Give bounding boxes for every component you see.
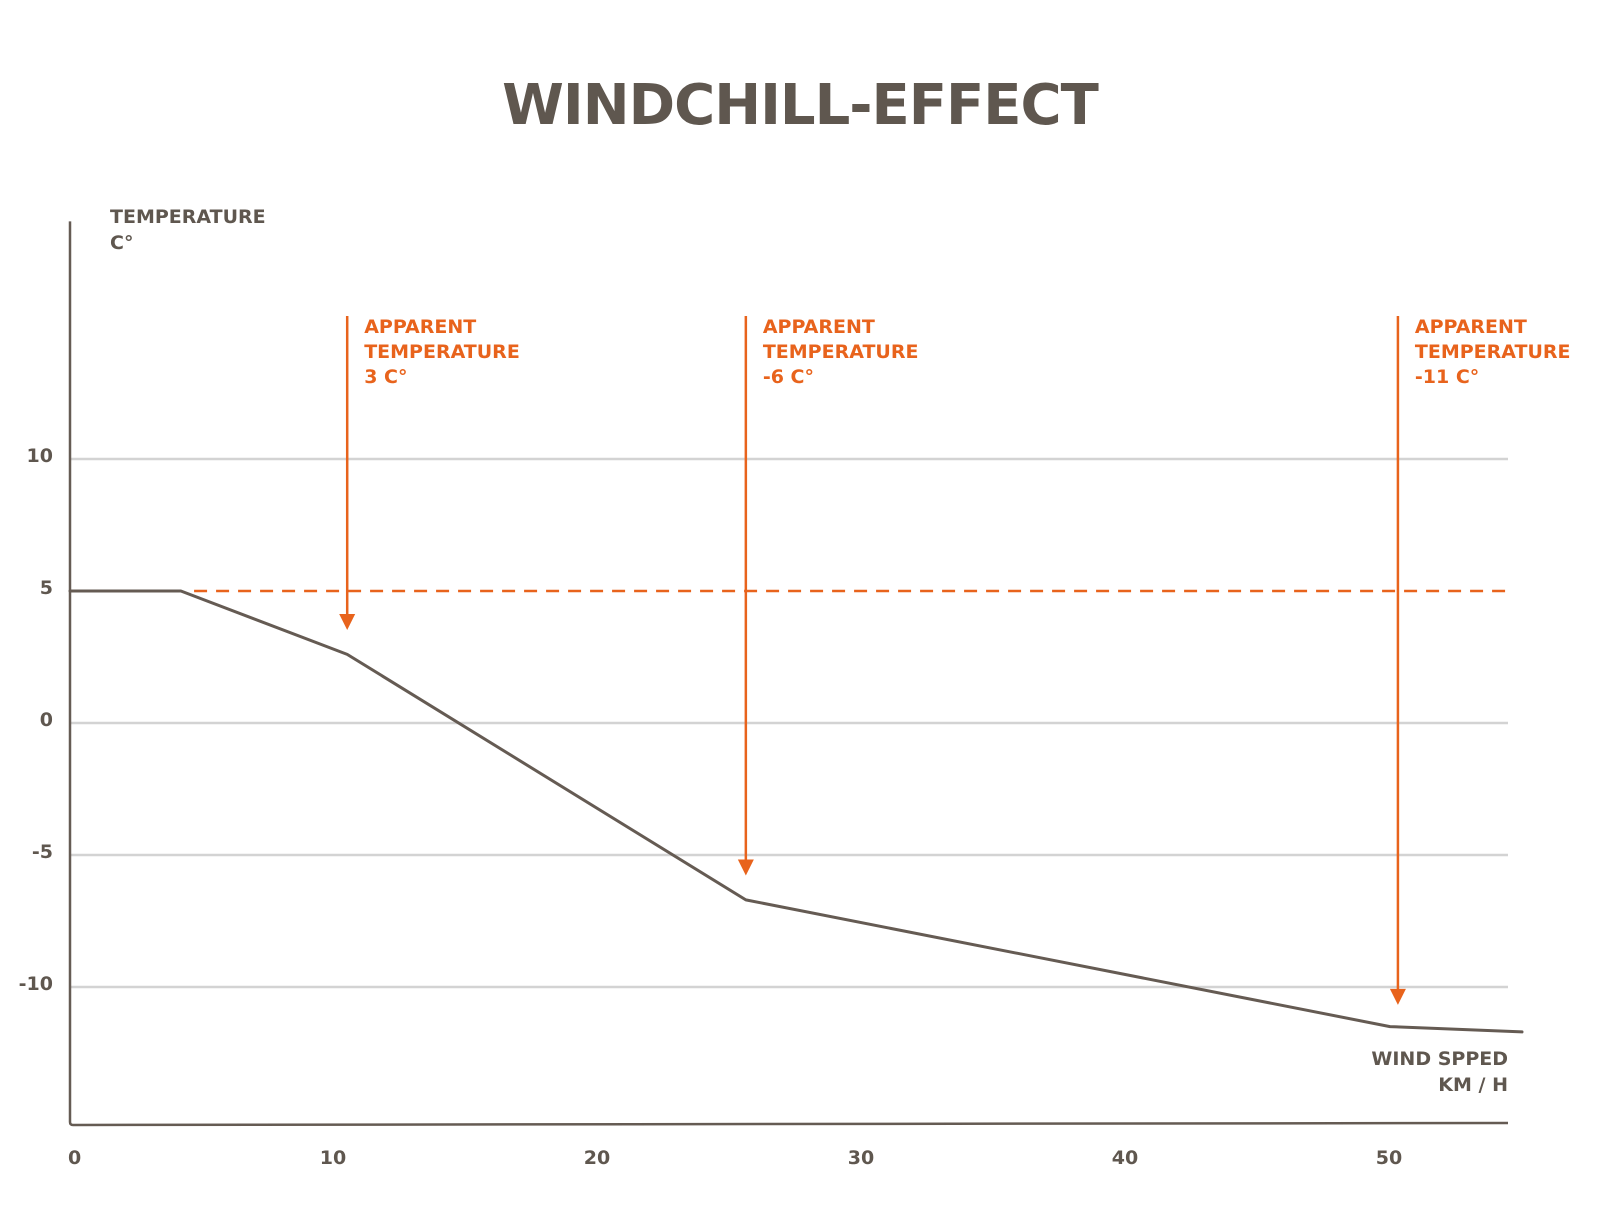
x-tick-label: 30: [848, 1147, 874, 1169]
annotation-text-line: 3 C°: [364, 366, 407, 388]
x-tick-label: 0: [68, 1147, 81, 1169]
annotation-text-line: TEMPERATURE: [364, 341, 520, 363]
axis-lines: [68, 221, 1509, 1127]
x-tick-label: 40: [1112, 1147, 1138, 1169]
x-axis-label: WIND SPPED KM / H: [1371, 1048, 1508, 1096]
y-axis-label-line: C°: [110, 232, 133, 254]
x-tick-label: 50: [1376, 1147, 1402, 1169]
y-tick-label: -5: [32, 841, 53, 863]
y-tick-label: 0: [40, 709, 53, 731]
y-tick-label: -10: [19, 973, 53, 995]
y-axis-label: TEMPERATURE C°: [110, 206, 266, 254]
x-tick-labels: 0 10 20 30 40 50: [68, 1147, 1402, 1169]
grid-lines: [70, 457, 1508, 989]
y-tick-labels: 10 5 0 -5 -10: [19, 445, 53, 995]
x-axis-label-line: KM / H: [1438, 1074, 1508, 1096]
x-tick-label: 10: [320, 1147, 346, 1169]
annotation-text-line: -6 C°: [763, 366, 814, 388]
annotation-arrow-head: [737, 859, 754, 876]
y-tick-label: 5: [40, 577, 53, 599]
annotation-arrow-head: [339, 613, 356, 630]
annotation-text-line: APPARENT: [364, 316, 476, 338]
annotation-text-line: APPARENT: [1415, 316, 1527, 338]
annotation-arrow-head: [1389, 988, 1406, 1005]
series-group: [68, 589, 1524, 1034]
annotation-3: APPARENT TEMPERATURE -11 C°: [1389, 316, 1571, 1005]
series-line: [68, 589, 1524, 1034]
y-axis-label-line: TEMPERATURE: [110, 206, 266, 228]
chart-title: WINDCHILL-EFFECT: [502, 73, 1098, 138]
x-axis-label-line: WIND SPPED: [1371, 1048, 1508, 1070]
axes: [68, 221, 1509, 1127]
annotation-text-line: APPARENT: [763, 316, 875, 338]
annotation-text-line: TEMPERATURE: [1415, 341, 1571, 363]
x-tick-label: 20: [584, 1147, 610, 1169]
annotation-text-line: -11 C°: [1415, 366, 1479, 388]
y-tick-label: 10: [27, 445, 53, 467]
annotation-1: APPARENT TEMPERATURE 3 C°: [339, 316, 520, 630]
annotation-text-line: TEMPERATURE: [763, 341, 919, 363]
annotations: APPARENT TEMPERATURE 3 C° APPARENT TEMPERATU…: [339, 316, 1571, 1005]
annotation-2: APPARENT TEMPERATURE -6 C°: [737, 316, 919, 876]
